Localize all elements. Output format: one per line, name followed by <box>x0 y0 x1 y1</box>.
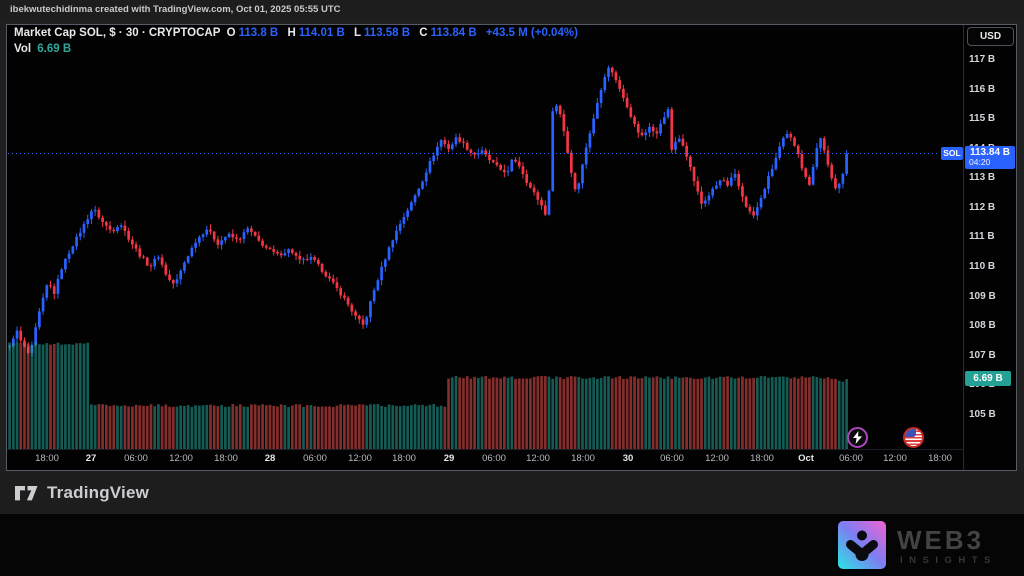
open-value: 113.8 B <box>238 27 279 39</box>
price-tick-116b: 116 B <box>969 83 996 95</box>
tradingview-logo[interactable]: TradingView <box>14 481 149 505</box>
price-tick-115b: 115 B <box>969 113 996 125</box>
lightning-bolt-icon <box>853 431 862 444</box>
vol-value: 6.69 B <box>37 43 72 55</box>
time-tick-1800: 18:00 <box>571 453 595 464</box>
price-tick-110b: 110 B <box>969 261 996 273</box>
close-value: 113.84 B <box>430 27 477 39</box>
time-tick-1800: 18:00 <box>928 453 952 464</box>
time-tick-1200: 12:00 <box>526 453 550 464</box>
time-tick-30: 30 <box>622 453 634 464</box>
time-tick-1800: 18:00 <box>35 453 59 464</box>
tradingview-wordmark: TradingView <box>47 483 150 502</box>
web3-glyph-icon <box>846 530 878 561</box>
price-tick-111b: 111 B <box>969 231 995 243</box>
price-tick-113b: 113 B <box>969 172 996 184</box>
open-label: O 113.8 B <box>226 27 279 39</box>
us-flag-event-icon[interactable] <box>903 427 924 448</box>
vol-label: Vol <box>14 43 32 55</box>
attribution-bar: ibekwutechidinma created with TradingVie… <box>0 0 1024 20</box>
last-price-label: 113.84 B 04:20 <box>965 146 1015 169</box>
volume-axis-label: 6.69 B <box>965 371 1011 386</box>
time-tick-1800: 18:00 <box>214 453 238 464</box>
time-tick-1200: 12:00 <box>705 453 729 464</box>
chart-frame[interactable] <box>6 24 1017 471</box>
symbol-title: Market Cap SOL, $ · 30 · CRYPTOCAP <box>14 27 221 39</box>
time-tick-0600: 06:00 <box>839 453 863 464</box>
sol-symbol-badge: SOL <box>941 147 963 160</box>
time-tick-1200: 12:00 <box>169 453 193 464</box>
currency-usd-button[interactable]: USD <box>967 27 1014 46</box>
time-tick-0600: 06:00 <box>482 453 506 464</box>
low-value: 113.58 B <box>364 27 411 39</box>
close-label: C 113.84 B <box>419 27 477 39</box>
footer-strip <box>0 471 1024 514</box>
web3-wordmark: WEB3 <box>897 525 985 555</box>
price-tick-117b: 117 B <box>969 54 996 65</box>
time-tick-1200: 12:00 <box>883 453 907 464</box>
tradingview-mark-icon <box>15 485 38 500</box>
volume-header: Vol 6.69 B <box>14 43 74 55</box>
time-tick-0600: 06:00 <box>303 453 327 464</box>
lightning-event-icon[interactable] <box>847 427 868 448</box>
price-tick-109b: 109 B <box>969 290 996 302</box>
price-tick-107b: 107 B <box>969 349 996 361</box>
flag-canton <box>905 429 916 437</box>
time-tick-29: 29 <box>443 453 455 464</box>
symbol-header: Market Cap SOL, $ · 30 · CRYPTOCAP O 113.… <box>14 27 581 39</box>
time-tick-27: 27 <box>85 453 97 464</box>
price-tick-108b: 108 B <box>969 320 996 332</box>
time-tick-1800: 18:00 <box>392 453 416 464</box>
time-tick-Oct: Oct <box>798 453 814 464</box>
high-label: H 114.01 B <box>287 27 345 39</box>
insights-wordmark: INSIGHTS <box>900 555 997 566</box>
time-tick-1800: 18:00 <box>750 453 774 464</box>
time-tick-1200: 12:00 <box>348 453 372 464</box>
web3-insights-logo-icon <box>838 521 886 569</box>
time-tick-0600: 06:00 <box>124 453 148 464</box>
bar-countdown: 04:20 <box>969 157 991 167</box>
time-tick-28: 28 <box>264 453 276 464</box>
price-tick-112b: 112 B <box>969 201 996 213</box>
high-value: 114.01 B <box>298 27 345 39</box>
low-label: L 113.58 B <box>354 27 411 39</box>
price-tick-105b: 105 B <box>969 408 996 420</box>
time-tick-0600: 06:00 <box>660 453 684 464</box>
change-value: +43.5 M (+0.04%) <box>485 27 578 39</box>
last-price-value: 113.84 B <box>969 147 1011 158</box>
